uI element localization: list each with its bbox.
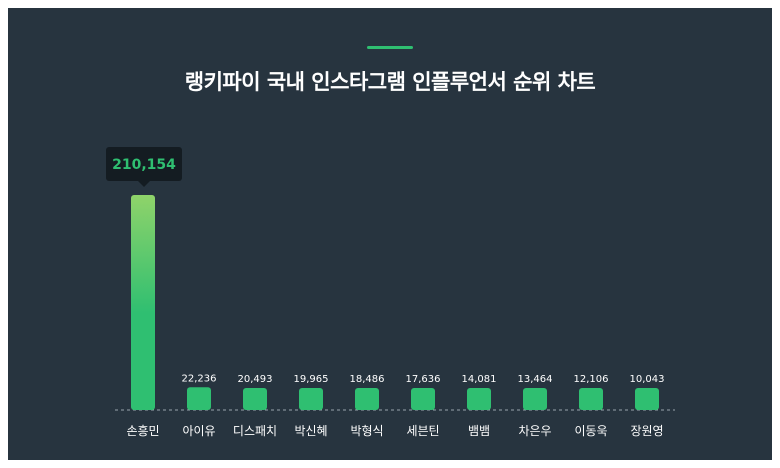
category-label: 세븐틴 xyxy=(406,424,439,438)
value-tooltip: 210,154 xyxy=(106,147,182,187)
bar-value-label: 20,493 xyxy=(238,374,273,385)
tooltip-pointer xyxy=(138,181,150,187)
bar-value-label: 13,464 xyxy=(518,374,553,385)
bar-10[interactable] xyxy=(635,388,659,410)
bar-6[interactable] xyxy=(411,388,435,410)
category-label: 이동욱 xyxy=(574,424,607,438)
bar-value-label: 22,236 xyxy=(182,373,217,384)
bar-value-label: 12,106 xyxy=(574,374,609,385)
bar-4[interactable] xyxy=(299,388,323,410)
bar-value-label: 10,043 xyxy=(630,374,665,385)
category-label: 차은우 xyxy=(518,424,551,438)
bar-value-label: 19,965 xyxy=(294,374,329,385)
bar-value-label: 14,081 xyxy=(462,374,497,385)
title-accent-line xyxy=(367,46,413,49)
category-label: 박형식 xyxy=(350,424,383,438)
tooltip-box xyxy=(106,147,182,181)
tooltip-value: 210,154 xyxy=(112,157,176,173)
bar-value-label: 18,486 xyxy=(350,374,385,385)
bar-9[interactable] xyxy=(579,388,603,410)
category-label: 박신혜 xyxy=(294,424,327,438)
bar-8[interactable] xyxy=(523,388,547,410)
category-label: 디스패치 xyxy=(233,424,277,438)
bar-3[interactable] xyxy=(243,388,267,410)
bar-2[interactable] xyxy=(187,387,211,410)
category-label: 장원영 xyxy=(630,424,663,438)
bar-5[interactable] xyxy=(355,388,379,410)
category-label: 아이유 xyxy=(182,424,215,438)
bar-7[interactable] xyxy=(467,388,491,410)
bar-1[interactable] xyxy=(131,195,155,410)
category-label: 뱀뱀 xyxy=(468,424,490,438)
bar-value-label: 17,636 xyxy=(406,374,441,385)
chart-title: 랭키파이 국내 인스타그램 인플루언서 순위 차트 xyxy=(184,70,596,94)
category-label: 손흥민 xyxy=(126,424,159,438)
